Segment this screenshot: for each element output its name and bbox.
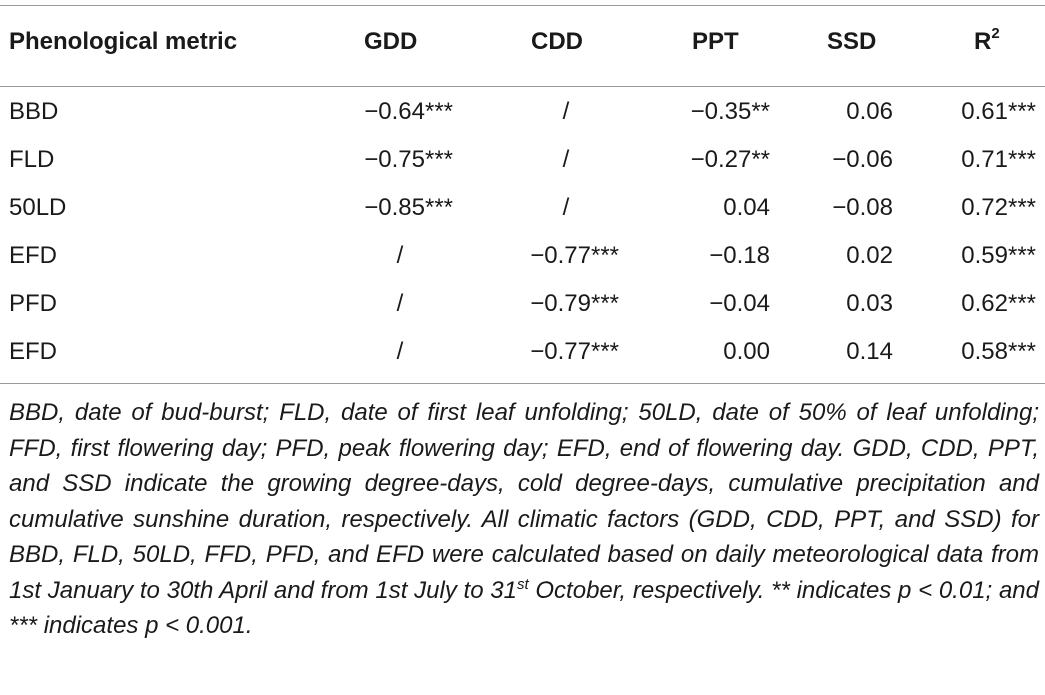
cell-gdd: −0.64***: [364, 98, 453, 125]
cell-cdd: −0.77***: [530, 338, 619, 365]
table-row: FLD −0.75*** / −0.27** −0.06 0.71***: [0, 136, 1045, 184]
header-r-squared: R2: [974, 22, 1000, 62]
header-r2-base: R: [974, 28, 992, 55]
cell-cdd: /: [562, 146, 570, 173]
cell-cdd: −0.77***: [530, 242, 619, 269]
cell-ppt: −0.04: [709, 290, 770, 317]
cell-gdd: −0.75***: [364, 146, 453, 173]
header-ppt: PPT: [692, 28, 739, 55]
cell-ppt: 0.04: [723, 194, 770, 221]
header-ssd: SSD: [827, 28, 877, 55]
header-phenological-metric: Phenological metric: [9, 28, 238, 55]
cell-ssd: 0.02: [846, 242, 893, 269]
cell-metric: EFD: [9, 338, 57, 365]
table-row: EFD / −0.77*** 0.00 0.14 0.58***: [0, 328, 1045, 376]
table-row: BBD −0.64*** / −0.35** 0.06 0.61***: [0, 88, 1045, 136]
cell-ssd: 0.14: [846, 338, 893, 365]
cell-ssd: −0.08: [832, 194, 893, 221]
cell-ssd: 0.06: [846, 98, 893, 125]
cell-ssd: −0.06: [832, 146, 893, 173]
header-cdd: CDD: [531, 28, 583, 55]
table-row: 50LD −0.85*** / 0.04 −0.08 0.72***: [0, 184, 1045, 232]
cell-r2: 0.59***: [961, 242, 1036, 269]
table-bottom-rule: [0, 383, 1045, 384]
cell-cdd: /: [562, 194, 570, 221]
cell-metric: PFD: [9, 290, 57, 317]
cell-metric: BBD: [9, 98, 59, 125]
table-header-rule: [0, 86, 1045, 87]
cell-ppt: −0.35**: [690, 98, 770, 125]
footnote-superscript: st: [516, 575, 529, 593]
header-r2-superscript: 2: [991, 25, 1000, 42]
cell-ppt: 0.00: [723, 338, 770, 365]
cell-cdd: −0.79***: [530, 290, 619, 317]
cell-metric: EFD: [9, 242, 57, 269]
cell-r2: 0.58***: [961, 338, 1036, 365]
cell-ppt: −0.18: [709, 242, 770, 269]
table-row: EFD / −0.77*** −0.18 0.02 0.59***: [0, 232, 1045, 280]
cell-metric: 50LD: [9, 194, 67, 221]
cell-ssd: 0.03: [846, 290, 893, 317]
cell-cdd: /: [562, 98, 570, 125]
footnote-text-part1: BBD, date of bud-burst; FLD, date of fir…: [9, 399, 1039, 604]
cell-r2: 0.61***: [961, 98, 1036, 125]
cell-r2: 0.62***: [961, 290, 1036, 317]
cell-gdd: /: [396, 242, 404, 269]
table-top-rule: [0, 5, 1045, 6]
cell-gdd: /: [396, 338, 404, 365]
cell-ppt: −0.27**: [690, 146, 770, 173]
cell-gdd: −0.85***: [364, 194, 453, 221]
cell-metric: FLD: [9, 146, 55, 173]
footnote-text-part2: October, respectively. ** indicates p < …: [9, 576, 1039, 640]
table-row: PFD / −0.79*** −0.04 0.03 0.62***: [0, 280, 1045, 328]
table-footnote: BBD, date of bud-burst; FLD, date of fir…: [9, 395, 1039, 644]
cell-gdd: /: [396, 290, 404, 317]
header-gdd: GDD: [364, 28, 418, 55]
cell-r2: 0.72***: [961, 194, 1036, 221]
cell-r2: 0.71***: [961, 146, 1036, 173]
